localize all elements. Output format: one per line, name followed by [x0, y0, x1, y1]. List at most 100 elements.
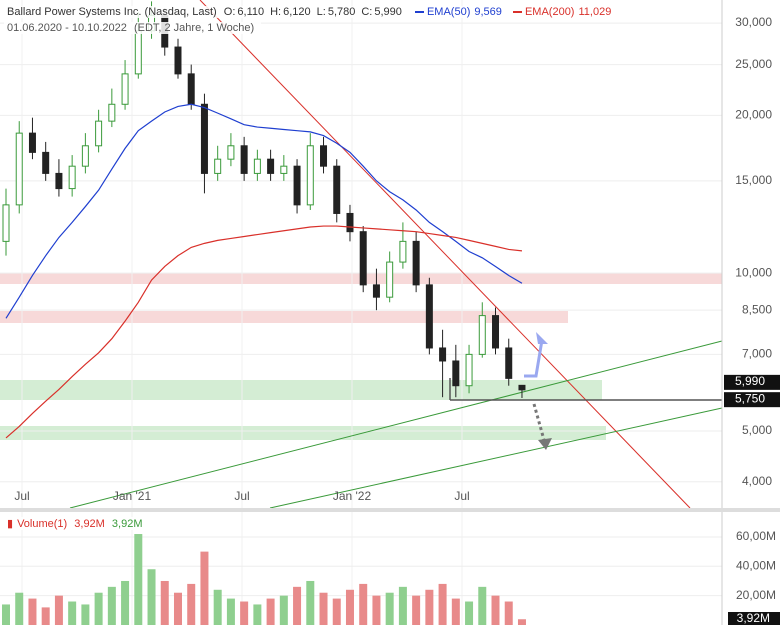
volume-bar	[293, 586, 302, 625]
legend-ema50: EMA(50) 9,569	[414, 6, 506, 18]
quote-label: L:	[316, 6, 326, 18]
candle-body	[452, 360, 460, 387]
quote-label: H:	[270, 6, 282, 18]
quote-value: 5,780	[327, 6, 356, 18]
volume-bar	[438, 583, 447, 625]
quote-value: 5,990	[374, 6, 402, 18]
volume-bar	[94, 592, 103, 625]
volume-bar	[491, 595, 500, 625]
candle-body	[214, 158, 222, 174]
volume-bar	[332, 598, 341, 625]
quote-label: O:	[223, 6, 236, 18]
volume-bar	[398, 586, 407, 625]
volume-bar	[173, 592, 182, 625]
volume-bar	[2, 604, 10, 625]
y-tick-label: 10,000	[735, 265, 772, 279]
candle-body	[386, 261, 394, 298]
volume-bar	[465, 601, 474, 625]
candle-body	[306, 145, 314, 206]
volume-bar	[517, 619, 526, 625]
candle-body	[240, 145, 248, 174]
volume-bar	[240, 601, 249, 625]
volume-bar	[279, 595, 288, 625]
candle-body	[518, 384, 526, 391]
price-label-box	[724, 392, 780, 408]
volume-bar	[504, 601, 513, 625]
support-zone	[0, 380, 602, 400]
volume-bar	[15, 592, 24, 625]
arrow-down-head	[538, 438, 552, 450]
price-label-box	[724, 374, 780, 390]
volume-bar	[372, 595, 381, 625]
quote-value: 6,110	[237, 6, 265, 18]
arrow-up	[524, 339, 544, 378]
candle-body	[15, 132, 23, 206]
candle-body	[465, 353, 473, 387]
volume-bar	[121, 580, 130, 625]
date-note: (EDT, 2 Jahre, 1 Woche)	[133, 22, 255, 34]
volume-name: Volume(1)	[17, 518, 68, 530]
candle-body	[253, 158, 261, 174]
support-zone	[0, 426, 606, 440]
volume-value: 3,92M	[111, 518, 143, 530]
volume-bar	[306, 580, 315, 625]
ema-line	[5, 103, 523, 319]
y-tick-label: 4,000	[742, 474, 772, 488]
header: Ballard Power Systems Inc. (Nasdaq, Last…	[4, 6, 623, 18]
date-range: 01.06.2020 - 10.10.2022	[7, 22, 127, 34]
volume-value: 3,92M	[74, 518, 105, 530]
volume-bar	[226, 598, 235, 625]
candle-body	[108, 103, 116, 122]
volume-bar	[478, 586, 487, 625]
x-tick-label: Jul	[234, 489, 249, 503]
legend-ema200: EMA(200) 11,029	[512, 6, 615, 18]
title: Ballard Power Systems Inc. (Nasdaq, Last…	[7, 6, 217, 18]
candle-body	[121, 73, 129, 105]
quote-label: C:	[361, 6, 373, 18]
volume-bar	[147, 569, 156, 625]
candle-body	[174, 46, 182, 75]
volume-bar	[213, 589, 222, 625]
y-tick-label: 7,000	[742, 347, 772, 361]
volume-bar	[187, 583, 196, 625]
candle-body	[399, 240, 407, 263]
x-tick-label: Jan '21	[113, 489, 152, 503]
candle-body	[320, 145, 328, 167]
volume-label: 3,92M	[737, 611, 770, 625]
volume-icon: ▮	[7, 518, 14, 530]
arrow-down	[532, 403, 546, 441]
y-tick-label: 5,000	[742, 423, 772, 437]
volume-bar	[451, 598, 460, 625]
candle-body	[346, 212, 354, 233]
volume-bar	[107, 586, 116, 625]
volume-bar	[54, 595, 63, 625]
volume-bar	[200, 551, 209, 625]
candle-body	[134, 30, 142, 75]
subheader: 01.06.2020 - 10.10.2022 (EDT, 2 Jahre, 1…	[4, 22, 262, 34]
candle-body	[425, 284, 433, 349]
y-tick-label: 25,000	[735, 57, 772, 71]
volume-bar	[28, 598, 37, 625]
x-tick-label: Jan '22	[333, 489, 372, 503]
volume-bar	[253, 604, 262, 625]
candle-body	[293, 165, 301, 206]
trendline	[199, 0, 691, 509]
price-label: 5,990	[735, 374, 765, 388]
volume-legend: ▮ Volume(1) 3,92M 3,92M	[4, 517, 150, 530]
legend-label: EMA(50)	[426, 6, 471, 18]
candle-body	[333, 165, 341, 214]
candle-body	[227, 145, 235, 160]
candle-body	[187, 73, 195, 105]
candle-body	[200, 103, 208, 174]
volume-bar	[81, 604, 90, 625]
y-tick-label: 15,000	[735, 173, 772, 187]
panel-separator	[0, 508, 780, 512]
price-label: 5,750	[735, 391, 765, 405]
trendline	[269, 407, 723, 509]
volume-tick-label: 20,00M	[736, 588, 776, 602]
candle-body	[478, 315, 486, 355]
candle-body	[95, 120, 103, 147]
candle-body	[492, 315, 500, 349]
